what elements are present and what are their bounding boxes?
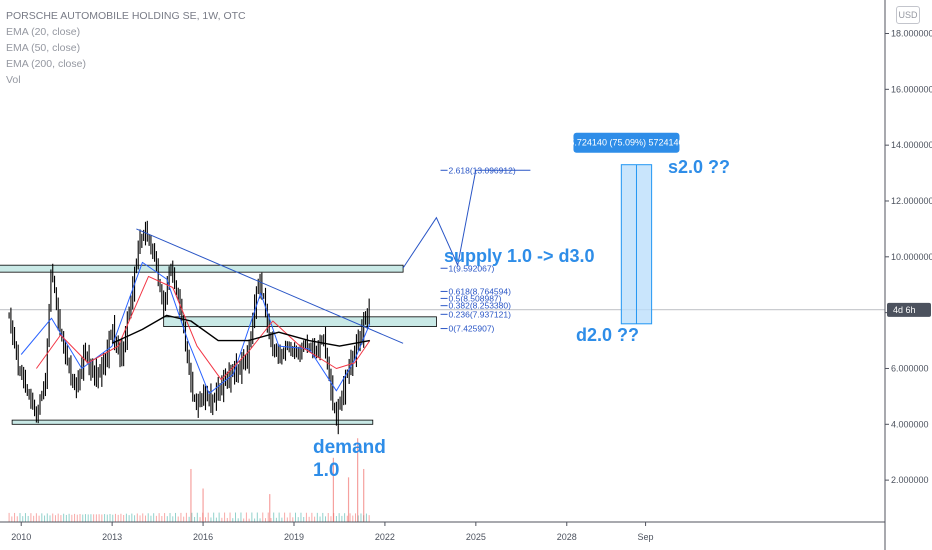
x-tick-label: 2019 (284, 532, 304, 542)
ema-line-1 (20, 261, 371, 395)
x-tick-label: Sep (638, 532, 654, 542)
x-tick-label: 2022 (375, 532, 395, 542)
y-tick-label: 16.000000 (891, 84, 932, 94)
legend-ema200[interactable]: EMA (200, close) (6, 58, 86, 70)
y-tick-label: 4.000000 (891, 419, 929, 429)
ema-lines (20, 261, 371, 395)
legend-ema50[interactable]: EMA (50, close) (6, 42, 81, 54)
y-tick-label: 10.000000 (891, 252, 932, 262)
fib-level-label: 0.236(7.937121) (449, 309, 512, 319)
ema-line-3 (111, 314, 370, 347)
fib-level-label: 0.618(8.764594) (449, 286, 512, 296)
y-tick-label: 18.000000 (891, 28, 932, 38)
current-price-badge (887, 302, 931, 317)
volume-bars (8, 438, 370, 522)
x-tick-label: 2013 (102, 532, 122, 542)
zone-rectangles (0, 264, 437, 425)
y-tick-label: 12.000000 (891, 196, 932, 206)
fib-level-label: 0(7.425907) (449, 324, 495, 334)
zone-supply-1-0 (0, 264, 404, 273)
demand-label-2: 1.0 (313, 460, 339, 481)
x-tick-label: 2025 (466, 532, 486, 542)
trendline (136, 228, 404, 344)
annotation-labels: 2.618(13.096912) 1(9.592067) 0.618(8.76459… (313, 138, 730, 481)
x-tick-label: 2010 (11, 532, 31, 542)
fib-level-label: 0.5(8.508987) (449, 293, 502, 303)
legend-ema20[interactable]: EMA (20, close) (6, 26, 81, 38)
zone-d2-0 (163, 316, 437, 327)
drawings[interactable] (136, 132, 680, 344)
zone-demand-1-0 (11, 419, 374, 425)
demand-label: demand (313, 437, 386, 458)
fib-level-label: 2.618(13.096912) (449, 165, 516, 175)
legend-volume[interactable]: Vol (6, 74, 21, 86)
y-tick-label: 2.000000 (891, 475, 929, 485)
fib-level-label: 0.382(8.253380) (449, 301, 512, 311)
d2-label: d2.0 ?? (576, 325, 639, 345)
y-tick-label: 6.000000 (891, 363, 929, 373)
current-price-label: 4d 6h (893, 305, 916, 315)
projection-path (402, 169, 531, 269)
supply-label: supply 1.0 -> d3.0 (444, 246, 595, 266)
x-tick-label: 2016 (193, 532, 213, 542)
fib-level-label: 1(9.592067) (449, 263, 495, 273)
currency-button[interactable]: USD (896, 6, 920, 24)
chart-legend: PORSCHE AUTOMOBILE HOLDING SE, 1W, OTC E… (6, 8, 246, 88)
legend-title[interactable]: PORSCHE AUTOMOBILE HOLDING SE, 1W, OTC (6, 10, 246, 22)
ema-line-2 (35, 275, 371, 381)
measure-label: 5.724140 (75.09%) 5724140 (569, 138, 683, 148)
y-tick-label: 14.000000 (891, 140, 932, 150)
x-tick-label: 2028 (557, 532, 577, 542)
s2-label: s2.0 ?? (668, 157, 730, 177)
measure-tooltip (573, 132, 680, 153)
